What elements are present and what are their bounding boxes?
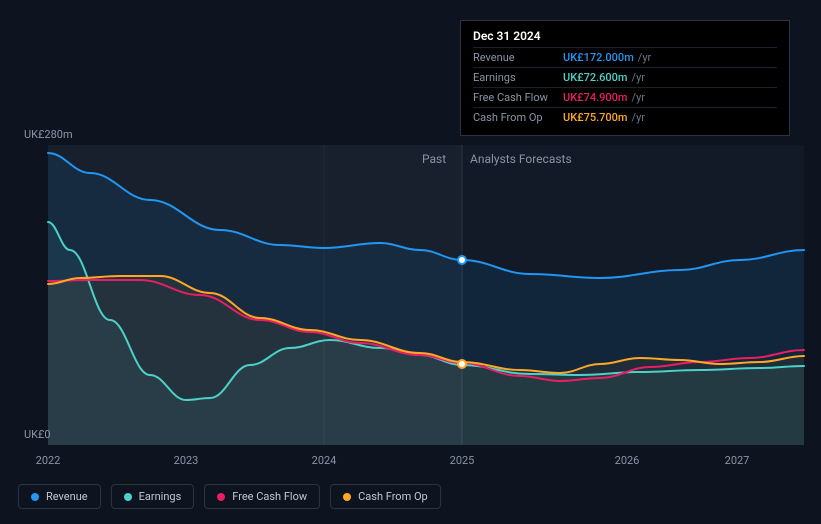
tooltip-row: RevenueUK£172.000m/yr <box>473 47 777 67</box>
legend-label: Revenue <box>46 490 88 503</box>
tooltip-unit: /yr <box>638 51 651 64</box>
tooltip-row: Cash From OpUK£75.700m/yr <box>473 107 777 127</box>
y-axis-min-label: UK£0 <box>24 428 51 441</box>
x-axis-tick-label: 2024 <box>312 454 337 467</box>
x-axis-tick-label: 2027 <box>725 454 750 467</box>
x-axis-tick-label: 2022 <box>36 454 61 467</box>
tooltip-value: UK£75.700m <box>563 111 628 124</box>
x-axis-tick-label: 2025 <box>450 454 475 467</box>
legend-item[interactable]: Revenue <box>18 484 101 509</box>
tooltip-metric-label: Cash From Op <box>473 111 563 124</box>
tooltip-unit: /yr <box>632 111 645 124</box>
tooltip-row: EarningsUK£72.600m/yr <box>473 67 777 87</box>
tooltip-unit: /yr <box>632 71 645 84</box>
legend-dot-icon <box>124 493 132 501</box>
legend-label: Cash From Op <box>358 490 428 503</box>
chart-tooltip: Dec 31 2024 RevenueUK£172.000m/yrEarning… <box>460 20 790 136</box>
tooltip-row: Free Cash FlowUK£74.900m/yr <box>473 87 777 107</box>
tooltip-metric-label: Earnings <box>473 71 563 84</box>
tooltip-date: Dec 31 2024 <box>473 29 777 43</box>
legend-item[interactable]: Earnings <box>111 484 195 509</box>
x-axis-tick-label: 2026 <box>615 454 640 467</box>
tooltip-metric-label: Free Cash Flow <box>473 91 563 104</box>
x-axis-tick-label: 2023 <box>174 454 199 467</box>
legend-dot-icon <box>343 493 351 501</box>
legend-item[interactable]: Cash From Op <box>330 484 441 509</box>
tooltip-metric-label: Revenue <box>473 51 563 64</box>
tooltip-value: UK£74.900m <box>563 91 628 104</box>
tooltip-value: UK£72.600m <box>563 71 628 84</box>
tooltip-value: UK£172.000m <box>563 51 634 64</box>
tooltip-unit: /yr <box>632 91 645 104</box>
chart-legend: Revenue Earnings Free Cash Flow Cash From O… <box>18 484 441 509</box>
legend-item[interactable]: Free Cash Flow <box>204 484 320 509</box>
y-axis-max-label: UK£280m <box>24 128 73 141</box>
legend-dot-icon <box>217 493 225 501</box>
chart-container: { "chart": { "type": "area-line", "backg… <box>0 0 821 524</box>
forecast-region-label: Analysts Forecasts <box>470 152 572 166</box>
legend-dot-icon <box>31 493 39 501</box>
past-region-label: Past <box>422 152 446 166</box>
legend-label: Earnings <box>139 490 182 503</box>
legend-label: Free Cash Flow <box>232 490 307 503</box>
